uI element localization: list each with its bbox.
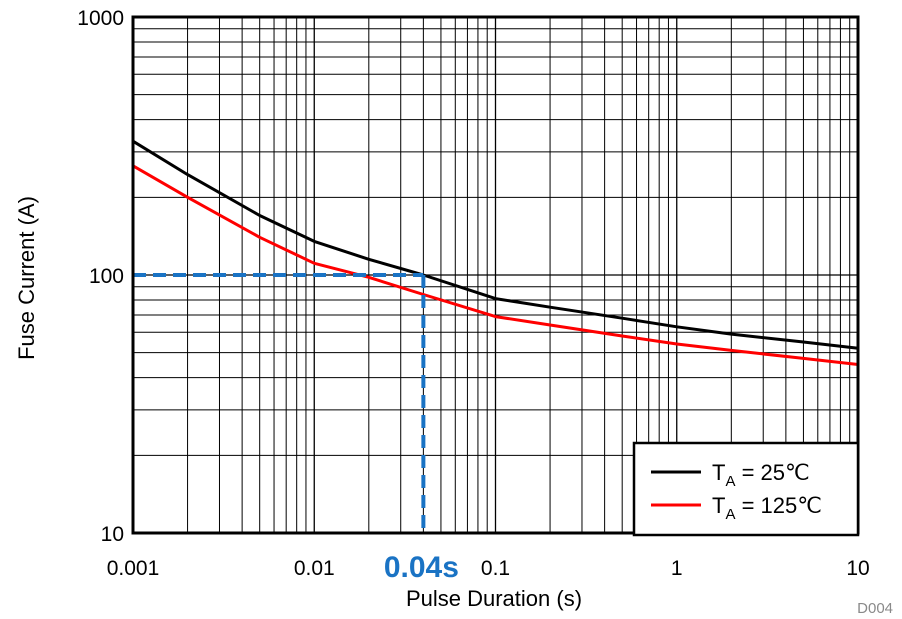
legend-label-125c: TA = 125℃ — [712, 493, 822, 523]
y-tick-label: 10 — [101, 523, 124, 546]
y-tick-label: 1000 — [77, 7, 124, 30]
plot-frame — [131, 15, 860, 535]
legend: TA = 25℃ TA = 125℃ — [632, 441, 860, 537]
series-line-0 — [132, 139, 859, 350]
x-axis-title: Pulse Duration (s) — [406, 586, 582, 611]
x-tick-label: 0.1 — [481, 557, 510, 580]
x-tick-label: 0.001 — [107, 557, 160, 580]
annotation-layer: 0.04s — [133, 273, 459, 584]
x-tick-label: 0.01 — [294, 557, 335, 580]
x-tick-label: 1 — [671, 557, 683, 580]
series-layer — [132, 139, 859, 366]
series-line-1 — [132, 164, 859, 366]
y-axis-title: Fuse Current (A) — [14, 196, 39, 360]
annotation-label: 0.04s — [384, 551, 459, 584]
tick-labels: 0.001 0.01 0.1 1 10 10 100 1000 — [77, 7, 869, 580]
figure-id-tag: D004 — [857, 600, 893, 617]
legend-label-25c: TA = 25℃ — [712, 460, 810, 490]
legend-box — [632, 441, 860, 537]
y-tick-label: 100 — [89, 265, 124, 288]
x-tick-label: 10 — [846, 557, 869, 580]
